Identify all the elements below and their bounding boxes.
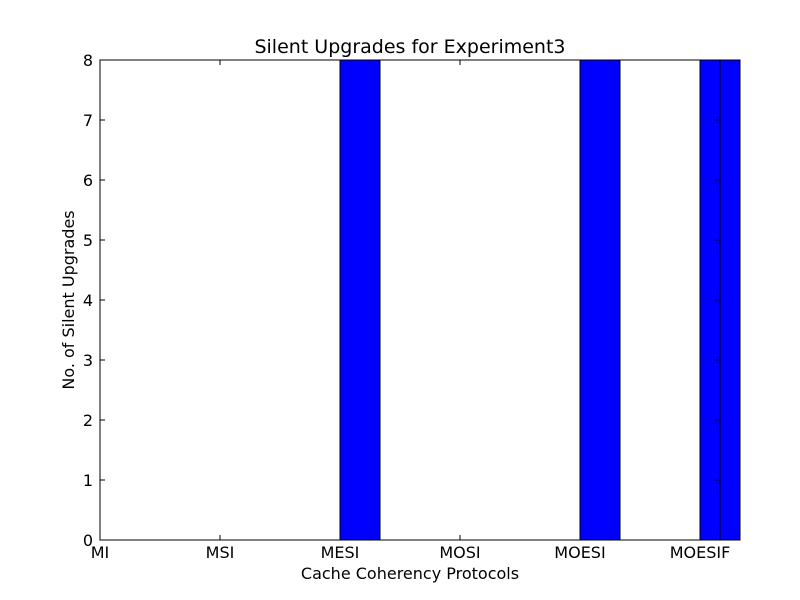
y-tick-label-2: 2 xyxy=(83,411,93,430)
x-tick-label-msi: MSI xyxy=(206,543,235,562)
y-tick-label-1: 1 xyxy=(83,471,93,490)
bar-moesi xyxy=(579,59,621,541)
bars-group xyxy=(339,59,741,541)
y-tick-label-3: 3 xyxy=(83,351,93,370)
y-tick-label-5: 5 xyxy=(83,231,93,250)
y-tick-label-4: 4 xyxy=(83,291,93,310)
y-tick-label-0: 0 xyxy=(83,531,93,550)
y-tick-label-6: 6 xyxy=(83,171,93,190)
x-tick-label-mi: MI xyxy=(91,543,110,562)
y-tick-label-7: 7 xyxy=(83,111,93,130)
x-axis-label: Cache Coherency Protocols xyxy=(301,564,519,583)
plot-frame xyxy=(99,59,721,541)
y-tick-label-8: 8 xyxy=(83,51,93,70)
x-tick-label-mesi: MESI xyxy=(321,543,360,562)
x-tick-label-moesi: MOESI xyxy=(554,543,605,562)
chart-title: Silent Upgrades for Experiment3 xyxy=(254,36,565,58)
y-axis-ticks: 0 1 2 3 4 5 6 7 8 xyxy=(83,51,720,550)
x-axis-ticks: MI MSI MESI MOSI MOESI MOESIF xyxy=(91,60,731,562)
x-tick-label-mosi: MOSI xyxy=(439,543,480,562)
bar-mesi xyxy=(339,59,381,541)
x-tick-label-moesif: MOESIF xyxy=(670,543,731,562)
y-axis-label: No. of Silent Upgrades xyxy=(59,210,78,389)
